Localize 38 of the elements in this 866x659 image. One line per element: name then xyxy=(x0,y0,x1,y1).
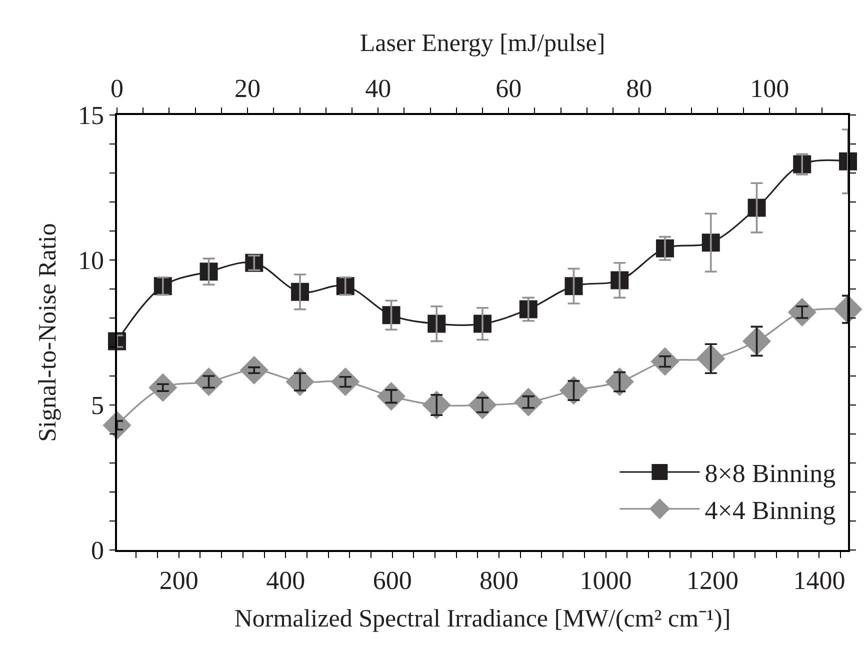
point xyxy=(194,368,224,396)
point xyxy=(286,368,314,396)
x-tick-label: 400 xyxy=(266,566,306,595)
y-tick-label: 5 xyxy=(91,391,104,420)
x-tick-label: 800 xyxy=(480,566,519,595)
point xyxy=(559,376,588,405)
point xyxy=(564,277,583,296)
point xyxy=(514,388,543,416)
x2-tick-label: 80 xyxy=(626,74,652,103)
point xyxy=(108,332,126,350)
point xyxy=(788,298,816,326)
legend-label: 8×8 Binning xyxy=(704,459,836,488)
point xyxy=(200,262,218,281)
x-tick-label: 1000 xyxy=(580,566,632,595)
x-axis-title: Normalized Spectral Irradiance [MW/(cm² cm⁻¹)] xyxy=(234,605,731,632)
point xyxy=(382,306,400,324)
x-tick-label: 1400 xyxy=(793,566,846,595)
y-tick-label: 15 xyxy=(78,101,104,130)
point xyxy=(650,347,680,376)
x2-tick-label: 0 xyxy=(110,74,124,103)
point xyxy=(748,198,766,217)
x2-axis-title: Laser Energy [mJ/pulse] xyxy=(360,30,606,58)
y-tick-label: 10 xyxy=(78,246,104,276)
x2-tick-label: 60 xyxy=(496,74,522,103)
x2-tick-label: 40 xyxy=(365,74,392,103)
point xyxy=(376,382,406,411)
y-tick-label: 0 xyxy=(91,536,104,566)
x-tick-label: 1200 xyxy=(686,566,738,595)
legend-label: 4×4 Binning xyxy=(704,496,836,525)
x2-tick-label: 20 xyxy=(234,74,261,103)
x-tick-label: 600 xyxy=(372,566,412,595)
point xyxy=(605,368,634,396)
point xyxy=(331,368,360,396)
point xyxy=(468,390,497,420)
x2-tick-label: 100 xyxy=(750,74,790,103)
point xyxy=(102,411,132,440)
x-tick-label: 200 xyxy=(159,566,198,595)
y-axis-title: Signal-to-Noise Ratio xyxy=(34,223,62,442)
